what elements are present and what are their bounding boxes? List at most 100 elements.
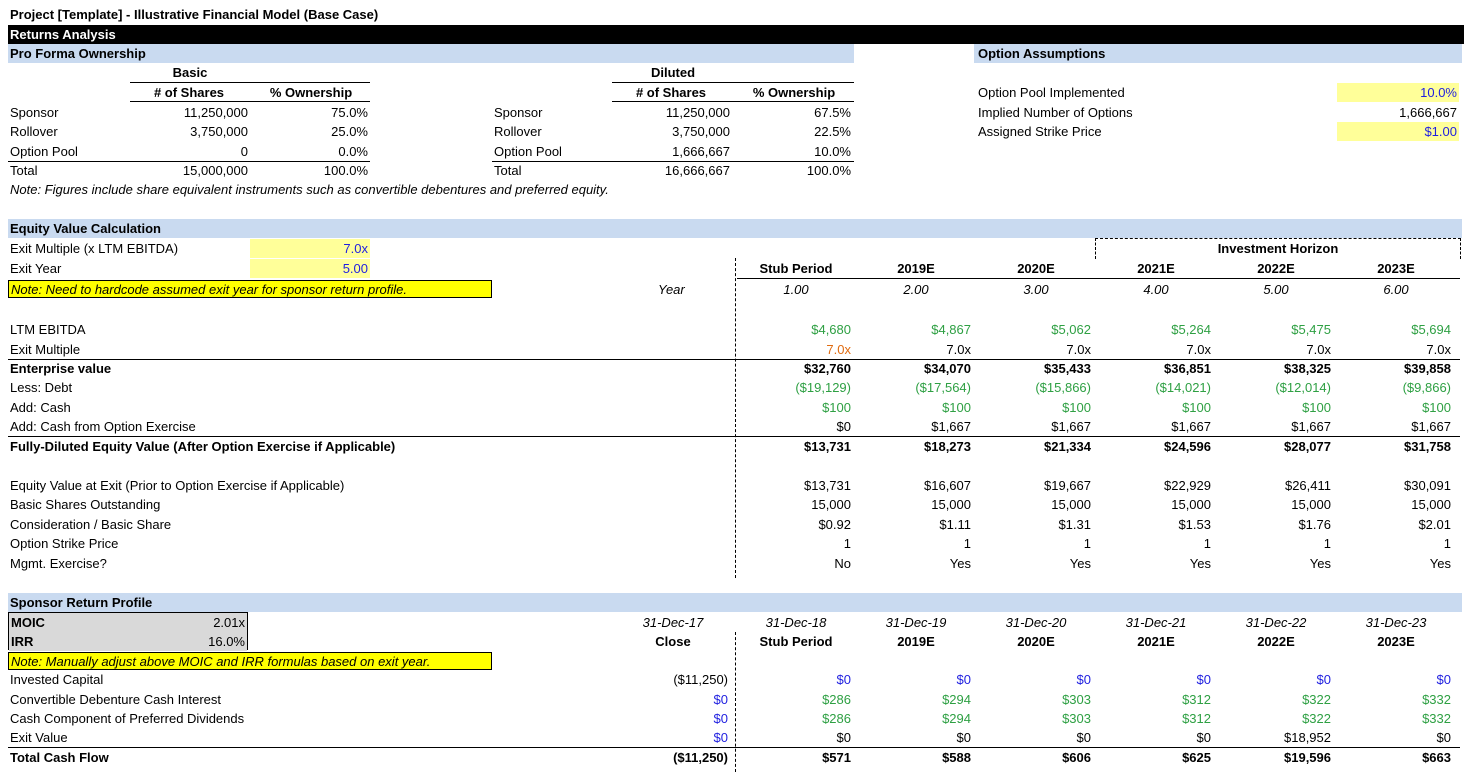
cash-flow-cell: $18,952 — [1284, 730, 1331, 745]
equity-cell: $5,264 — [1171, 322, 1211, 337]
equity-cell: 7.0x — [1306, 342, 1331, 357]
equity-cell: $100 — [1182, 400, 1211, 415]
pro-forma-note: Note: Figures include share equivalent i… — [10, 182, 609, 197]
equity-cell: 15,000 — [931, 497, 971, 512]
cash-flow-cell: $663 — [1422, 750, 1451, 765]
date-header: 31-Dec-22 — [1245, 615, 1307, 630]
exit-year-label: Exit Year — [10, 261, 62, 276]
strike-price-input[interactable]: $1.00 — [1337, 122, 1459, 141]
equity-cell: 1 — [1083, 536, 1091, 551]
basic-row-pct: 100.0% — [323, 163, 368, 178]
equity-cell: $1.53 — [1178, 517, 1211, 532]
basic-row-label: Sponsor — [10, 105, 59, 120]
basic-shares-label: Basic Shares Outstanding — [10, 497, 161, 512]
year-value: 2.00 — [903, 282, 929, 297]
diluted-label: Diluted — [650, 65, 696, 80]
equity-cell: $1,667 — [1051, 419, 1091, 434]
basic-row-pct: 75.0% — [331, 105, 368, 120]
basic-col-pct: % Ownership — [269, 85, 353, 100]
equity-cell: $35,433 — [1044, 361, 1091, 376]
equity-cell: Yes — [1309, 556, 1331, 571]
equity-cell: $1.11 — [939, 517, 971, 532]
equity-cell: 15,000 — [811, 497, 851, 512]
cash-flow-cell: $303 — [1062, 711, 1091, 726]
equity-cell: 1 — [1203, 536, 1211, 551]
cash-flow-cell: $0 — [1436, 672, 1451, 687]
year-value: 4.00 — [1143, 282, 1169, 297]
diluted-row-pct: 22.5% — [814, 124, 851, 139]
cash-flow-cell: $0 — [713, 711, 728, 726]
exit-year-note: Note: Need to hardcode assumed exit year… — [8, 280, 492, 298]
date-header: 31-Dec-23 — [1365, 615, 1427, 630]
fd-equity-value-label: Fully-Diluted Equity Value (After Option… — [10, 439, 396, 454]
period-header: 2020E — [1017, 261, 1055, 276]
diluted-row-label: Rollover — [494, 124, 542, 139]
equity-cell: $1.76 — [1298, 517, 1331, 532]
option-assumptions-header: Option Assumptions — [978, 46, 1106, 61]
equity-cell: $1,667 — [1411, 419, 1451, 434]
period-header: Stub Period — [759, 634, 833, 649]
equity-cell: $26,411 — [1284, 478, 1331, 493]
equity-cell: $4,867 — [931, 322, 971, 337]
investment-horizon-box — [1095, 238, 1461, 259]
equity-cell: $36,851 — [1164, 361, 1211, 376]
equity-cell: $100 — [1302, 400, 1331, 415]
exit-multiple-label: Exit Multiple (x LTM EBITDA) — [10, 241, 179, 256]
date-header: 31-Dec-21 — [1125, 615, 1187, 630]
basic-row-label: Option Pool — [10, 144, 78, 159]
diluted-row-label: Total — [494, 163, 522, 178]
equity-cell: $13,731 — [804, 439, 851, 454]
option-pool-input[interactable]: 10.0% — [1337, 83, 1459, 102]
equity-value-header: Equity Value Calculation — [10, 221, 161, 236]
cash-flow-cell: $0 — [1076, 672, 1091, 687]
page-title: Project [Template] - Illustrative Financ… — [10, 7, 379, 22]
cash-flow-cell: $19,596 — [1284, 750, 1331, 765]
equity-cell: $21,334 — [1044, 439, 1091, 454]
cash-flow-cell: $312 — [1182, 711, 1211, 726]
equity-cell: 1 — [843, 536, 851, 551]
cash-flow-cell: $0 — [1436, 730, 1451, 745]
consideration-label: Consideration / Basic Share — [10, 517, 172, 532]
cash-flow-cell: ($11,250) — [673, 750, 728, 765]
equity-cell: $2.01 — [1418, 517, 1451, 532]
period-header: 2022E — [1257, 261, 1295, 276]
enterprise-value-label: Enterprise value — [10, 361, 112, 376]
equity-cell: 7.0x — [1066, 342, 1091, 357]
equity-cell: $4,680 — [811, 322, 851, 337]
equity-cell: $16,607 — [924, 478, 971, 493]
equity-cell: $32,760 — [804, 361, 851, 376]
equity-cell: $30,091 — [1404, 478, 1451, 493]
cash-flow-cell: $0 — [1196, 672, 1211, 687]
period-header: 2021E — [1137, 261, 1175, 276]
strike-label: Option Strike Price — [10, 536, 119, 551]
exit-multiple-input[interactable]: 7.0x — [250, 239, 370, 258]
basic-row-pct: 25.0% — [331, 124, 368, 139]
equity-cell: 15,000 — [1171, 497, 1211, 512]
equity-cell: $100 — [822, 400, 851, 415]
equity-cell: $100 — [942, 400, 971, 415]
basic-row-shares: 15,000,000 — [182, 163, 248, 178]
diluted-row-label: Option Pool — [494, 144, 562, 159]
diluted-row-pct: 100.0% — [806, 163, 851, 178]
exit-year-input[interactable]: 5.00 — [250, 259, 370, 278]
moic-value: 2.01x — [129, 613, 247, 632]
diluted-col-shares: # of Shares — [635, 85, 707, 100]
diluted-row-shares: 11,250,000 — [665, 105, 730, 120]
equity-cell: No — [834, 556, 851, 571]
period-header: Close — [655, 634, 691, 649]
diluted-row-shares: 3,750,000 — [672, 124, 730, 139]
equity-cell: $28,077 — [1284, 439, 1331, 454]
equity-cell: ($14,021) — [1155, 380, 1211, 395]
add-option-cash-label: Add: Cash from Option Exercise — [10, 419, 196, 434]
equity-cell: 1 — [1443, 536, 1451, 551]
equity-cell: $24,596 — [1164, 439, 1211, 454]
basic-row-pct: 0.0% — [338, 144, 368, 159]
cash-flow-cell: $0 — [836, 672, 851, 687]
basic-label: Basic — [172, 65, 208, 80]
period-header: 2023E — [1377, 261, 1415, 276]
less-debt-label: Less: Debt — [10, 380, 73, 395]
basic-row-shares: 0 — [240, 144, 248, 159]
equity-cell: 15,000 — [1051, 497, 1091, 512]
cash-flow-cell: $286 — [822, 711, 851, 726]
cash-flow-cell: $0 — [1196, 730, 1211, 745]
